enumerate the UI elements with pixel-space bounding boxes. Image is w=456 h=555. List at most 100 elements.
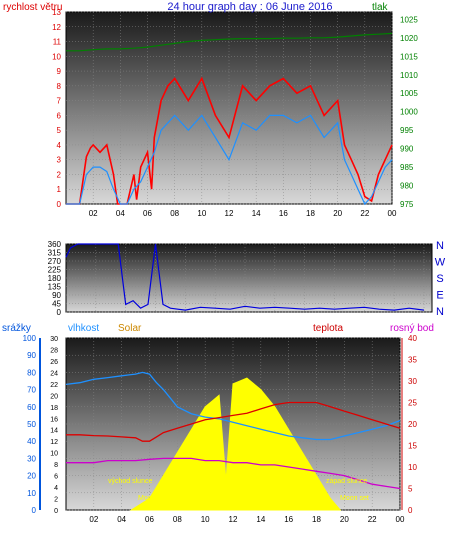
- wind-tick-label: 0: [57, 200, 62, 209]
- wind-average-line: [66, 114, 393, 206]
- pressure-tick-label: 995: [400, 126, 414, 135]
- pressure-line: [66, 32, 393, 52]
- humidity-tick-label: 28: [50, 347, 58, 354]
- compass-label: W: [435, 257, 446, 269]
- sunrise-annotation: východ slunce: [108, 478, 152, 485]
- moonrise-annotation: Moon rise: [138, 495, 169, 502]
- moonset-annotation: Moon set: [340, 495, 369, 502]
- temperature-tick-label: 15: [408, 442, 417, 451]
- direction-tick-label: 135: [48, 283, 62, 292]
- temperature-tick-label: 40: [408, 334, 417, 343]
- solar-temp-series: [65, 371, 401, 511]
- rain-axis-title: srážky: [2, 323, 31, 334]
- temperature-tick-label: 5: [408, 485, 413, 494]
- humidity-axis-title: vlhkost: [68, 323, 99, 334]
- wind-time-axis: 02 04 06 08 10 12 14 16 18 20 22 00: [89, 209, 397, 218]
- humidity-tick-label: 16: [50, 416, 58, 423]
- temperature-tick-label: 20: [408, 420, 417, 429]
- wind-direction-line: [65, 243, 425, 311]
- dewpoint-line: [66, 457, 401, 490]
- rain-tick-label: 100: [23, 334, 37, 343]
- compass-label: S: [436, 273, 443, 285]
- pressure-tick-label: 1015: [400, 52, 418, 61]
- solar-axis-title: Solar: [118, 323, 142, 334]
- direction-tick-label: 360: [48, 240, 62, 249]
- x-tick-label: 04: [116, 209, 125, 218]
- rain-tick-label: 30: [27, 454, 36, 463]
- humidity-tick-label: 30: [50, 336, 58, 343]
- pressure-axis: 975 980 985 990 995 1000 1005 1010 1015 1020 1025: [400, 15, 418, 209]
- solar-time-axis: 02 04 06 08 10 12 14 16 18 20 22 00: [89, 515, 405, 524]
- temperature-tick-label: 35: [408, 356, 417, 365]
- direction-tick-label: 45: [52, 300, 61, 309]
- temperature-tick-label: 10: [408, 463, 417, 472]
- humidity-tick-label: 4: [54, 485, 58, 492]
- x-tick-label: 14: [252, 209, 261, 218]
- x-tick-label: 12: [225, 209, 234, 218]
- rain-tick-label: 60: [27, 403, 36, 412]
- temperature-tick-label: 25: [408, 399, 417, 408]
- temperature-line: [66, 401, 401, 442]
- wind-tick-label: 2: [57, 170, 62, 179]
- rain-tick-label: 10: [27, 489, 36, 498]
- humidity-tick-label: 18: [50, 405, 58, 412]
- temperature-tick-label: 30: [408, 377, 417, 386]
- wind-tick-label: 7: [57, 97, 62, 106]
- rain-tick-label: 80: [27, 368, 36, 377]
- sunset-annotation: západ slunce: [326, 478, 367, 485]
- rain-tick-label: 0: [32, 506, 37, 515]
- direction-tick-label: 0: [57, 308, 62, 317]
- x-tick-label: 02: [89, 515, 98, 524]
- x-tick-label: 00: [396, 515, 405, 524]
- wind-gust-line: [66, 76, 393, 205]
- wind-tick-label: 8: [57, 82, 62, 91]
- x-tick-label: 20: [333, 209, 342, 218]
- x-tick-label: 06: [145, 515, 154, 524]
- x-tick-label: 16: [279, 209, 288, 218]
- pressure-tick-label: 985: [400, 163, 414, 172]
- wind-series: [66, 32, 393, 206]
- pressure-tick-label: 1025: [400, 15, 418, 24]
- x-tick-label: 18: [306, 209, 315, 218]
- direction-tick-label: 315: [48, 249, 62, 258]
- solar-area: [129, 377, 342, 511]
- direction-tick-label: 270: [48, 257, 62, 266]
- wind-tick-label: 12: [52, 23, 61, 32]
- humidity-tick-label: 24: [50, 370, 58, 377]
- direction-tick-label: 90: [52, 291, 61, 300]
- x-tick-label: 10: [197, 209, 206, 218]
- compass-label: N: [436, 306, 444, 318]
- pressure-tick-label: 980: [400, 182, 414, 191]
- wind-tick-label: 3: [57, 156, 62, 165]
- wind-tick-label: 6: [57, 111, 62, 120]
- pressure-axis-title: tlak: [372, 2, 389, 13]
- humidity-tick-label: 6: [54, 474, 58, 481]
- compass-label: E: [436, 290, 443, 302]
- x-tick-label: 08: [170, 209, 179, 218]
- pressure-tick-label: 990: [400, 145, 414, 154]
- x-tick-label: 08: [173, 515, 182, 524]
- wind-tick-label: 10: [52, 52, 61, 61]
- humidity-tick-label: 22: [50, 382, 58, 389]
- temperature-axis-title: teplota: [313, 323, 343, 334]
- humidity-tick-label: 14: [50, 428, 58, 435]
- wind-tick-label: 5: [57, 126, 62, 135]
- x-tick-label: 18: [312, 515, 321, 524]
- humidity-tick-label: 8: [54, 462, 58, 469]
- x-tick-label: 16: [284, 515, 293, 524]
- solar-panel-axes: 0102030405060708090100024681012141618202…: [23, 334, 418, 515]
- wind-tick-label: 4: [57, 141, 62, 150]
- x-tick-label: 10: [201, 515, 210, 524]
- pressure-tick-label: 1005: [400, 89, 418, 98]
- humidity-tick-label: 12: [50, 439, 58, 446]
- humidity-tick-label: 20: [50, 393, 58, 400]
- direction-tick-label: 225: [48, 266, 62, 275]
- x-tick-label: 02: [89, 209, 98, 218]
- wind-axis-title: rychlost větru: [3, 2, 62, 13]
- rain-tick-label: 20: [27, 472, 36, 481]
- x-tick-label: 04: [117, 515, 126, 524]
- humidity-tick-label: 2: [54, 497, 58, 504]
- pressure-tick-label: 1000: [400, 108, 418, 117]
